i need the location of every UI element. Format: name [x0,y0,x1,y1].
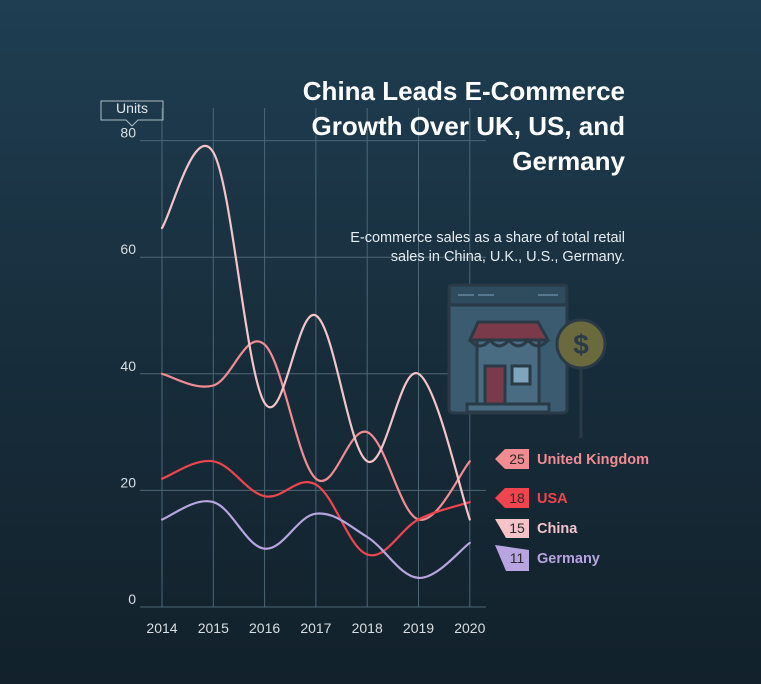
end-value-label: 18 [509,490,525,506]
x-tick-label: 2017 [300,620,331,636]
legend-item-united-kingdom: 25 United Kingdom [495,449,649,469]
series-line-germany [160,500,471,580]
chart-subtitle: E-commerce sales as a share of total ret… [350,230,625,265]
y-axis-label: Units [116,100,148,116]
series-name-label: USA [537,491,568,507]
legend-item-usa: 18 USA [495,488,568,508]
x-tick-label: 2016 [249,620,280,636]
series-name-label: China [537,521,578,537]
legend-marker [495,545,529,571]
x-tick-label: 2019 [403,620,434,636]
legend-item-germany: 11 Germany [495,545,600,571]
legend-item-china: 15 China [495,519,578,538]
end-value-label: 11 [510,550,525,566]
x-tick-label: 2018 [352,620,383,636]
series-name-label: Germany [537,551,600,567]
series-name-label: United Kingdom [537,452,649,468]
end-value-label: 25 [509,451,525,467]
y-tick-label: 40 [120,358,136,374]
online-store-icon [447,283,569,415]
y-tick-label: 0 [128,591,136,607]
legend-marker [495,519,529,538]
end-value-label: 15 [509,520,525,536]
grid [140,108,486,608]
x-tick-label: 2020 [454,620,485,636]
axes: Units 0 20 40 60 80 2014 2015 2016 2017 2018 2019 2… [100,100,486,636]
y-tick-label: 20 [120,474,136,490]
x-tick-label: 2014 [146,620,177,636]
series-lines [160,144,471,580]
y-tick-label: 80 [120,125,136,141]
y-tick-label: 60 [120,241,136,257]
legend-marker [495,449,529,469]
dollar-coin-icon: $ [555,318,607,438]
x-tick-label: 2015 [198,620,229,636]
chart-title: China Leads E-Commerce Growth Over UK, U… [302,76,625,176]
svg-text:$: $ [573,329,589,360]
y-axis-unit-box: Units [100,100,164,127]
legend-marker [495,488,529,508]
end-labels: 25 United Kingdom 18 USA 15 China 11 Germany [495,449,649,571]
series-line-china [160,144,471,521]
series-line-usa [160,459,471,557]
